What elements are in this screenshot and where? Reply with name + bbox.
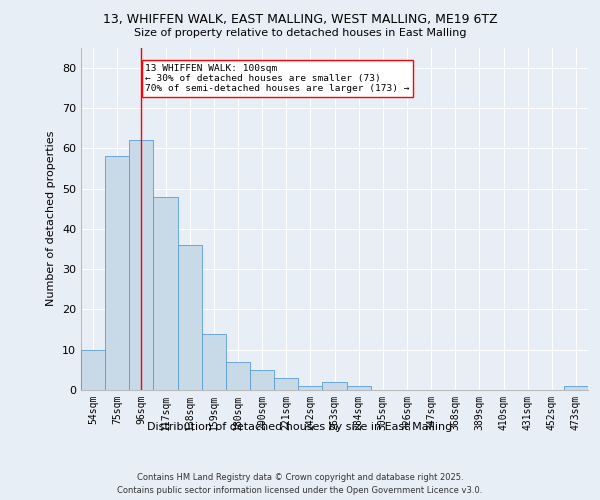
Bar [298, 386, 322, 390]
Text: Contains HM Land Registry data © Crown copyright and database right 2025.: Contains HM Land Registry data © Crown c… [137, 472, 463, 482]
Text: 13 WHIFFEN WALK: 100sqm
← 30% of detached houses are smaller (73)
70% of semi-de: 13 WHIFFEN WALK: 100sqm ← 30% of detache… [145, 64, 409, 94]
Bar [202, 334, 226, 390]
Bar [105, 156, 129, 390]
Bar [274, 378, 298, 390]
Bar [178, 245, 202, 390]
Text: 13, WHIFFEN WALK, EAST MALLING, WEST MALLING, ME19 6TZ: 13, WHIFFEN WALK, EAST MALLING, WEST MAL… [103, 12, 497, 26]
Text: Size of property relative to detached houses in East Malling: Size of property relative to detached ho… [134, 28, 466, 38]
Bar [226, 362, 250, 390]
Bar [81, 350, 105, 390]
Text: Distribution of detached houses by size in East Malling: Distribution of detached houses by size … [148, 422, 452, 432]
Bar [250, 370, 274, 390]
Text: Contains public sector information licensed under the Open Government Licence v3: Contains public sector information licen… [118, 486, 482, 495]
Bar [322, 382, 347, 390]
Bar [564, 386, 588, 390]
Bar [347, 386, 371, 390]
Y-axis label: Number of detached properties: Number of detached properties [46, 131, 56, 306]
Bar [154, 196, 178, 390]
Bar [129, 140, 154, 390]
